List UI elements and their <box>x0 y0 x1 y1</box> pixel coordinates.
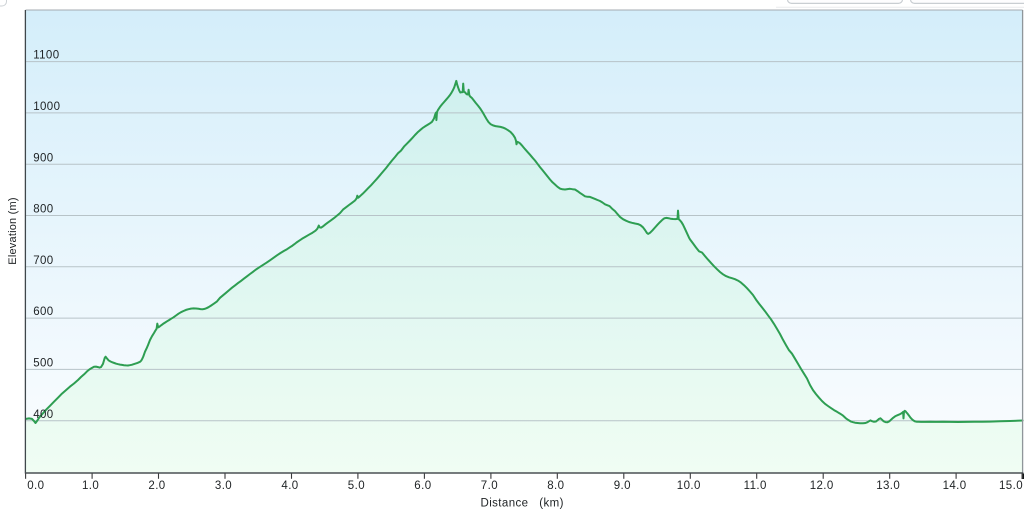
svg-text:1100: 1100 <box>33 50 59 62</box>
svg-text:3.0: 3.0 <box>215 480 232 492</box>
svg-text:14.0: 14.0 <box>943 480 967 492</box>
svg-text:9.0: 9.0 <box>614 480 631 492</box>
svg-text:5.0: 5.0 <box>348 480 365 492</box>
svg-text:6.0: 6.0 <box>414 480 431 492</box>
svg-text:Distance (km): Distance (km) <box>481 498 564 510</box>
svg-text:4.0: 4.0 <box>281 480 298 492</box>
svg-text:600: 600 <box>33 306 53 318</box>
svg-text:Elevation (m): Elevation (m) <box>7 197 19 264</box>
svg-text:500: 500 <box>33 358 53 370</box>
svg-text:400: 400 <box>33 409 53 421</box>
svg-text:13.0: 13.0 <box>876 480 900 492</box>
svg-text:800: 800 <box>33 204 53 216</box>
svg-text:700: 700 <box>33 255 53 267</box>
svg-text:2.0: 2.0 <box>148 480 165 492</box>
svg-text:10.0: 10.0 <box>677 480 701 492</box>
svg-text:11.0: 11.0 <box>744 480 767 492</box>
svg-text:0.0: 0.0 <box>27 480 44 492</box>
svg-text:7.0: 7.0 <box>481 480 498 492</box>
svg-text:15.0: 15.0 <box>999 480 1023 492</box>
svg-text:8.0: 8.0 <box>547 480 564 492</box>
svg-text:12.0: 12.0 <box>810 480 834 492</box>
svg-text:1000: 1000 <box>33 101 60 113</box>
svg-text:1.0: 1.0 <box>82 480 99 492</box>
svg-text:900: 900 <box>33 152 53 164</box>
